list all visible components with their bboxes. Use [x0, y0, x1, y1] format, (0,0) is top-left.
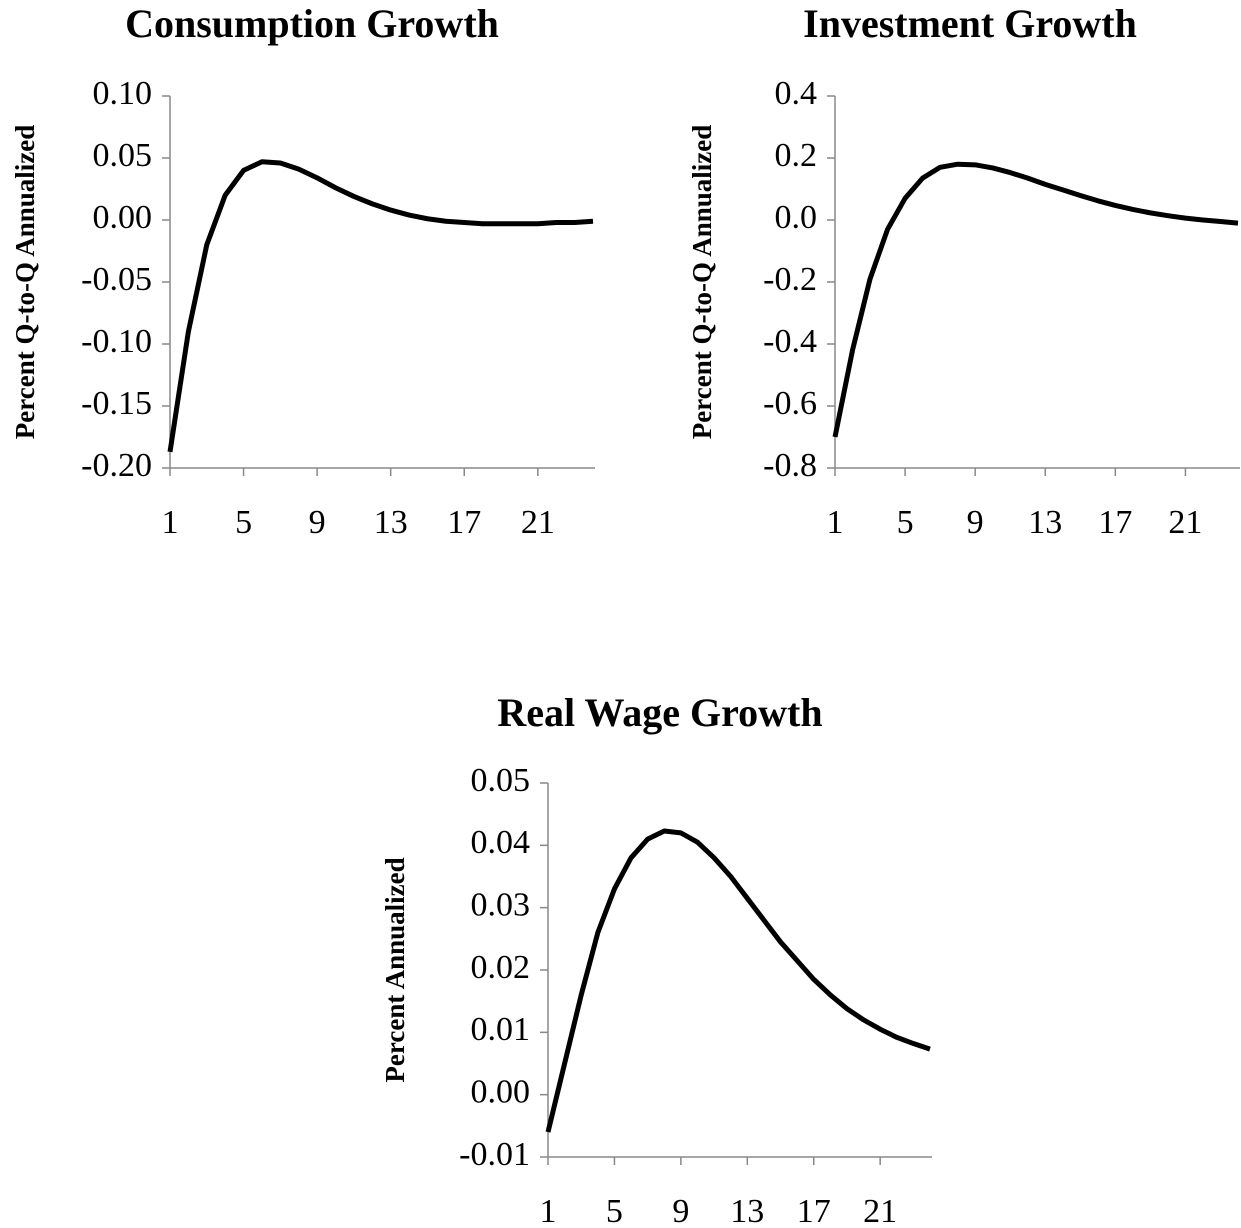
x-tick-label: 13: [1028, 504, 1062, 541]
chart-title: Consumption Growth: [125, 1, 499, 46]
x-tick-label: 1: [827, 504, 844, 541]
y-tick-label: 0.10: [93, 75, 153, 112]
x-tick-label: 13: [374, 504, 408, 541]
y-tick-label: 0.0: [775, 199, 818, 236]
y-tick-label: 0.05: [93, 137, 153, 174]
x-tick-label: 21: [1168, 504, 1202, 541]
x-tick-label: 17: [1098, 504, 1132, 541]
x-tick-label: 1: [162, 504, 179, 541]
y-tick-label: 0.01: [471, 1011, 531, 1048]
x-tick-label: 17: [447, 504, 481, 541]
y-tick-label: 0.2: [775, 137, 818, 174]
x-tick-label: 9: [309, 504, 326, 541]
chart-title: Real Wage Growth: [497, 690, 822, 735]
line: [167, 159, 594, 453]
y-tick-label: 0.02: [471, 949, 531, 986]
y-tick-label: -0.6: [763, 385, 817, 422]
x-tick-label: 21: [521, 504, 555, 541]
x-tick-label: 13: [730, 1193, 764, 1228]
x-tick-label: 1: [540, 1193, 557, 1228]
x-tick-label: 9: [967, 504, 984, 541]
y-tick-label: 0.03: [471, 886, 531, 923]
line: [545, 828, 931, 1133]
y-tick-label: -0.15: [81, 385, 152, 422]
y-axis-label: Percent Q-to-Q Annualized: [687, 125, 717, 439]
x-tick-label: 5: [235, 504, 252, 541]
y-tick-label: 0.00: [471, 1073, 531, 1110]
line: [832, 161, 1239, 438]
y-tick-label: 0.05: [471, 762, 531, 799]
y-tick-label: -0.8: [763, 447, 817, 484]
x-tick-label: 17: [797, 1193, 831, 1228]
y-tick-label: 0.4: [775, 75, 818, 112]
y-tick-label: -0.20: [81, 447, 152, 484]
y-axis-label: Percent Annualized: [380, 857, 410, 1082]
x-tick-label: 5: [606, 1193, 623, 1228]
y-tick-label: -0.2: [763, 261, 817, 298]
y-tick-label: 0.00: [93, 199, 153, 236]
y-tick-label: -0.05: [81, 261, 152, 298]
x-tick-label: 9: [672, 1193, 689, 1228]
y-tick-label: -0.10: [81, 323, 152, 360]
y-tick-label: -0.4: [763, 323, 817, 360]
y-tick-label: 0.04: [471, 824, 531, 861]
y-tick-label: -0.01: [459, 1136, 530, 1173]
x-tick-label: 21: [863, 1193, 897, 1228]
chart-title: Investment Growth: [803, 1, 1137, 46]
y-axis-label: Percent Q-to-Q Annualized: [10, 125, 40, 439]
x-tick-label: 5: [897, 504, 914, 541]
